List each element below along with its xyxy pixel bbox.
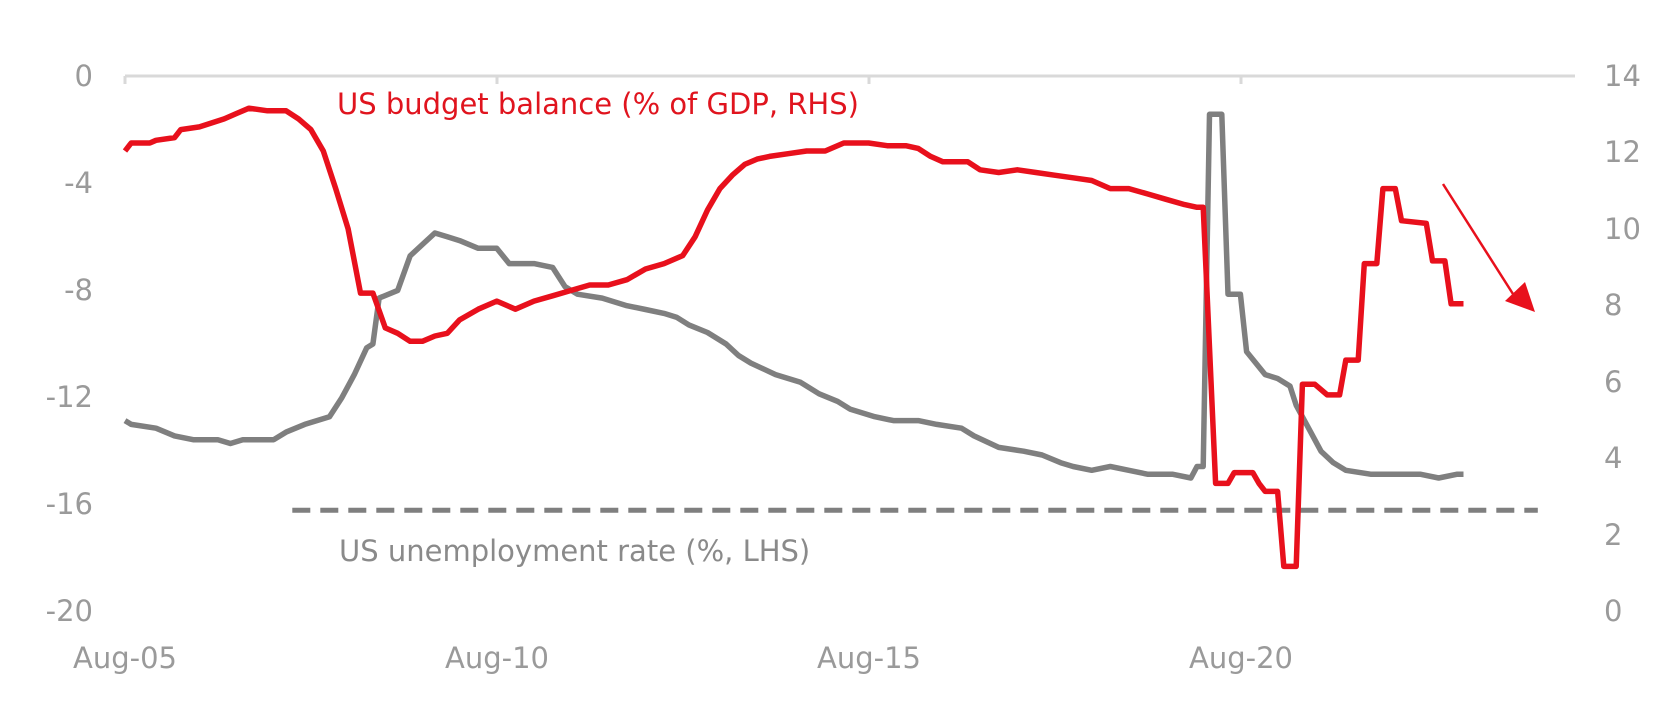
right-tick-label-5: 4 xyxy=(1604,441,1622,475)
right-tick-label-6: 2 xyxy=(1604,518,1622,552)
unemployment-rate-line xyxy=(123,111,1464,481)
right-tick-label-1: 12 xyxy=(1604,135,1641,169)
axis-layer: 0 -4 -8 -12 -16 -20 14 12 10 8 6 4 2 0 A… xyxy=(46,59,1641,675)
right-tick-label-4: 6 xyxy=(1604,365,1622,399)
left-tick-label-2: -8 xyxy=(64,273,93,307)
left-tick-label-4: -16 xyxy=(46,487,93,521)
series-layer xyxy=(122,105,1538,570)
right-tick-label-2: 10 xyxy=(1604,212,1641,246)
trend-arrow-shaft xyxy=(1441,183,1515,295)
x-tick-label-2: Aug-15 xyxy=(817,641,921,675)
left-tick-label-3: -12 xyxy=(46,380,93,414)
right-tick-label-7: 0 xyxy=(1604,594,1622,628)
x-tick-label-3: Aug-20 xyxy=(1189,641,1293,675)
x-tick-label-0: Aug-05 xyxy=(73,641,177,675)
unemployment-rate-label: US unemployment rate (%, LHS) xyxy=(339,534,810,568)
left-tick-label-0: 0 xyxy=(75,59,93,93)
right-tick-label-3: 8 xyxy=(1604,288,1622,322)
left-tick-label-1: -4 xyxy=(64,166,93,200)
left-tick-label-5: -20 xyxy=(46,594,93,628)
budget-balance-line xyxy=(122,105,1464,570)
right-tick-label-0: 14 xyxy=(1604,59,1641,93)
trend-arrow-head xyxy=(1505,282,1535,312)
x-tick-label-1: Aug-10 xyxy=(445,641,549,675)
budget-balance-label: US budget balance (% of GDP, RHS) xyxy=(337,87,859,121)
annotation-layer: US budget balance (% of GDP, RHS) US une… xyxy=(337,87,1535,568)
